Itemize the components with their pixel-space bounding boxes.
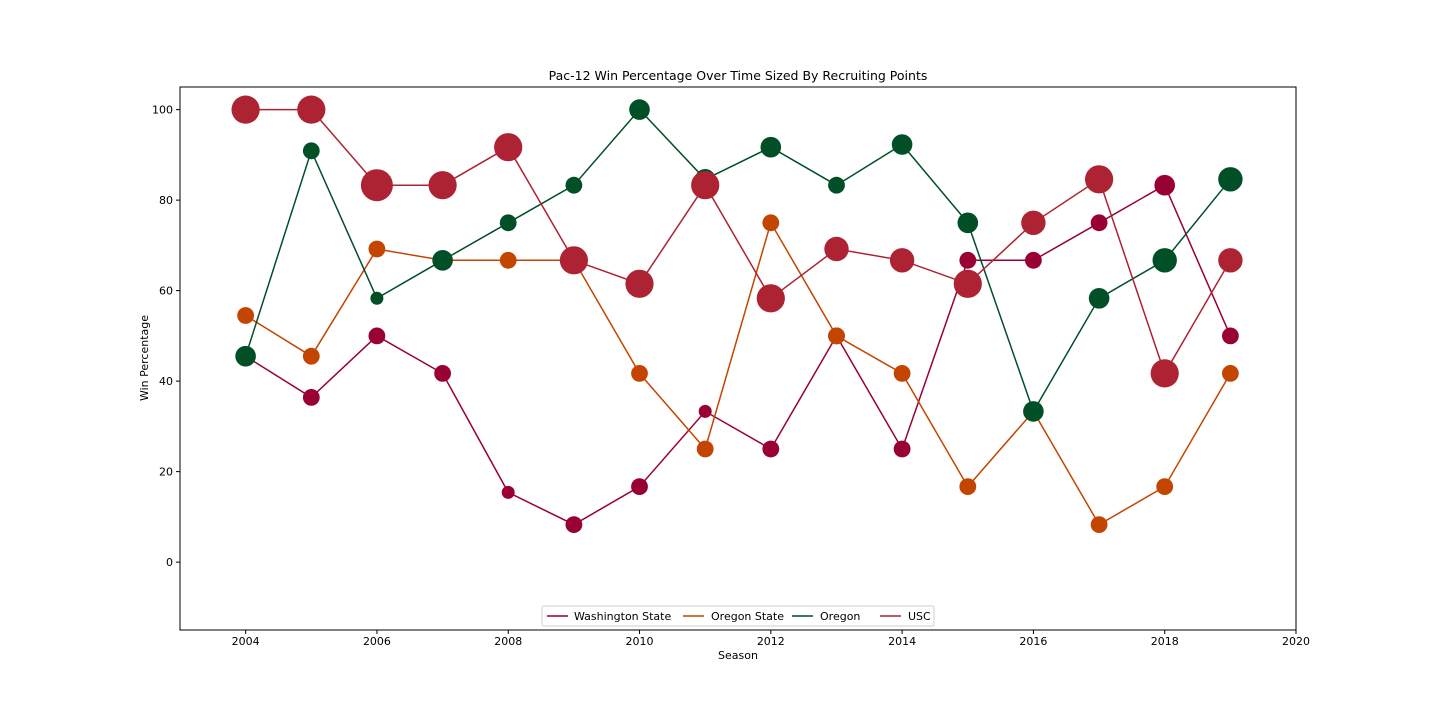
data-point-washington-state <box>1154 174 1175 196</box>
data-point-washington-state <box>698 404 712 418</box>
data-point-usc <box>428 171 457 200</box>
y-tick-label: 0 <box>166 556 173 569</box>
data-point-oregon-state <box>893 365 911 382</box>
data-point-washington-state <box>762 440 780 458</box>
data-point-oregon-state <box>828 327 845 345</box>
data-point-oregon-state <box>368 240 386 258</box>
data-point-usc <box>559 246 589 275</box>
data-point-oregon-state <box>762 214 780 232</box>
x-axis: 2004 2006 2008 2010 2012 2014 2016 2018 2020 <box>232 630 1310 648</box>
data-point-washington-state <box>368 327 386 345</box>
data-point-usc <box>1021 210 1046 235</box>
x-tick-label: 2010 <box>626 635 654 648</box>
x-tick-label: 2018 <box>1151 635 1179 648</box>
data-point-oregon-state <box>1156 478 1174 495</box>
data-point-washington-state <box>631 478 648 495</box>
data-point-usc <box>889 248 915 273</box>
data-point-usc <box>824 236 849 262</box>
x-tick-label: 2004 <box>232 635 260 648</box>
chart-title: Pac-12 Win Percentage Over Time Sized By… <box>549 68 928 83</box>
y-axis-label: Win Percentage <box>138 315 151 401</box>
data-point-oregon <box>891 134 913 155</box>
y-tick-label: 100 <box>152 104 173 117</box>
y-tick-label: 20 <box>159 466 173 479</box>
data-point-oregon <box>499 214 517 232</box>
y-tick-label: 40 <box>159 375 173 388</box>
data-point-oregon <box>235 345 256 367</box>
data-point-washington-state <box>1222 327 1239 345</box>
data-point-oregon <box>432 249 453 271</box>
x-tick-label: 2014 <box>888 635 916 648</box>
data-point-oregon <box>370 291 384 305</box>
data-point-oregon-state <box>237 307 255 324</box>
data-point-washington-state <box>565 516 583 533</box>
x-tick-label: 2012 <box>757 635 785 648</box>
data-point-oregon <box>1152 248 1177 273</box>
data-point-oregon <box>629 99 650 120</box>
data-point-oregon-state <box>959 478 977 495</box>
legend-item-usc: USC <box>880 610 931 623</box>
data-point-washington-state <box>434 365 451 382</box>
data-point-oregon <box>828 176 845 194</box>
data-point-washington-state <box>501 485 515 499</box>
data-point-usc <box>494 133 523 162</box>
data-point-usc <box>953 269 982 298</box>
data-point-usc <box>297 95 326 124</box>
y-tick-label: 60 <box>159 285 173 298</box>
x-tick-label: 2006 <box>363 635 391 648</box>
x-axis-label: Season <box>718 649 758 662</box>
series-line-oregon-state <box>245 220 1232 526</box>
data-point-oregon <box>1088 288 1110 309</box>
series-line-usc <box>245 108 1232 376</box>
data-point-oregon-state <box>302 347 320 365</box>
data-point-oregon <box>302 142 320 160</box>
data-point-oregon-state <box>696 440 714 458</box>
legend-label-oregon-state: Oregon State <box>711 610 784 623</box>
data-point-oregon-state <box>1222 365 1239 382</box>
legend-item-oregon-state: Oregon State <box>683 610 784 623</box>
data-point-oregon-state <box>499 251 517 269</box>
x-tick-label: 2020 <box>1282 635 1310 648</box>
data-point-washington-state <box>302 389 320 406</box>
legend-box <box>541 605 935 627</box>
legend-item-oregon: Oregon <box>792 610 860 623</box>
data-point-usc <box>756 284 785 313</box>
data-point-oregon <box>1023 401 1044 422</box>
data-point-usc <box>1218 248 1243 273</box>
data-point-oregon-state <box>1090 516 1108 533</box>
data-point-usc <box>625 269 654 298</box>
data-point-washington-state <box>1025 251 1042 269</box>
legend-label-washington-state: Washington State <box>574 610 671 623</box>
data-point-oregon <box>760 136 782 158</box>
data-point-washington-state <box>959 251 977 269</box>
series-line-washington-state <box>245 184 1232 526</box>
data-point-usc <box>231 95 260 124</box>
data-point-usc <box>1150 359 1179 388</box>
plot-frame <box>179 86 1297 631</box>
y-tick-label: 80 <box>159 194 173 207</box>
data-point-usc <box>1085 165 1114 194</box>
series-layer <box>231 95 1243 533</box>
y-axis: 0 20 40 60 80 100 <box>152 104 180 569</box>
data-point-usc <box>360 169 393 202</box>
data-point-oregon <box>565 176 583 194</box>
data-point-washington-state <box>1090 214 1108 232</box>
data-point-oregon <box>1218 167 1243 192</box>
data-point-oregon <box>957 212 979 234</box>
x-tick-label: 2016 <box>1019 635 1047 648</box>
legend-label-usc: USC <box>908 610 931 623</box>
legend-item-washington-state: Washington State <box>547 610 671 623</box>
x-tick-label: 2008 <box>494 635 522 648</box>
series-line-oregon <box>244 108 1231 414</box>
data-point-oregon-state <box>631 365 648 382</box>
legend-label-oregon: Oregon <box>820 610 860 623</box>
legend: Washington State Oregon State Oregon USC <box>541 605 935 627</box>
data-point-usc <box>691 171 720 200</box>
data-point-washington-state <box>893 440 911 458</box>
